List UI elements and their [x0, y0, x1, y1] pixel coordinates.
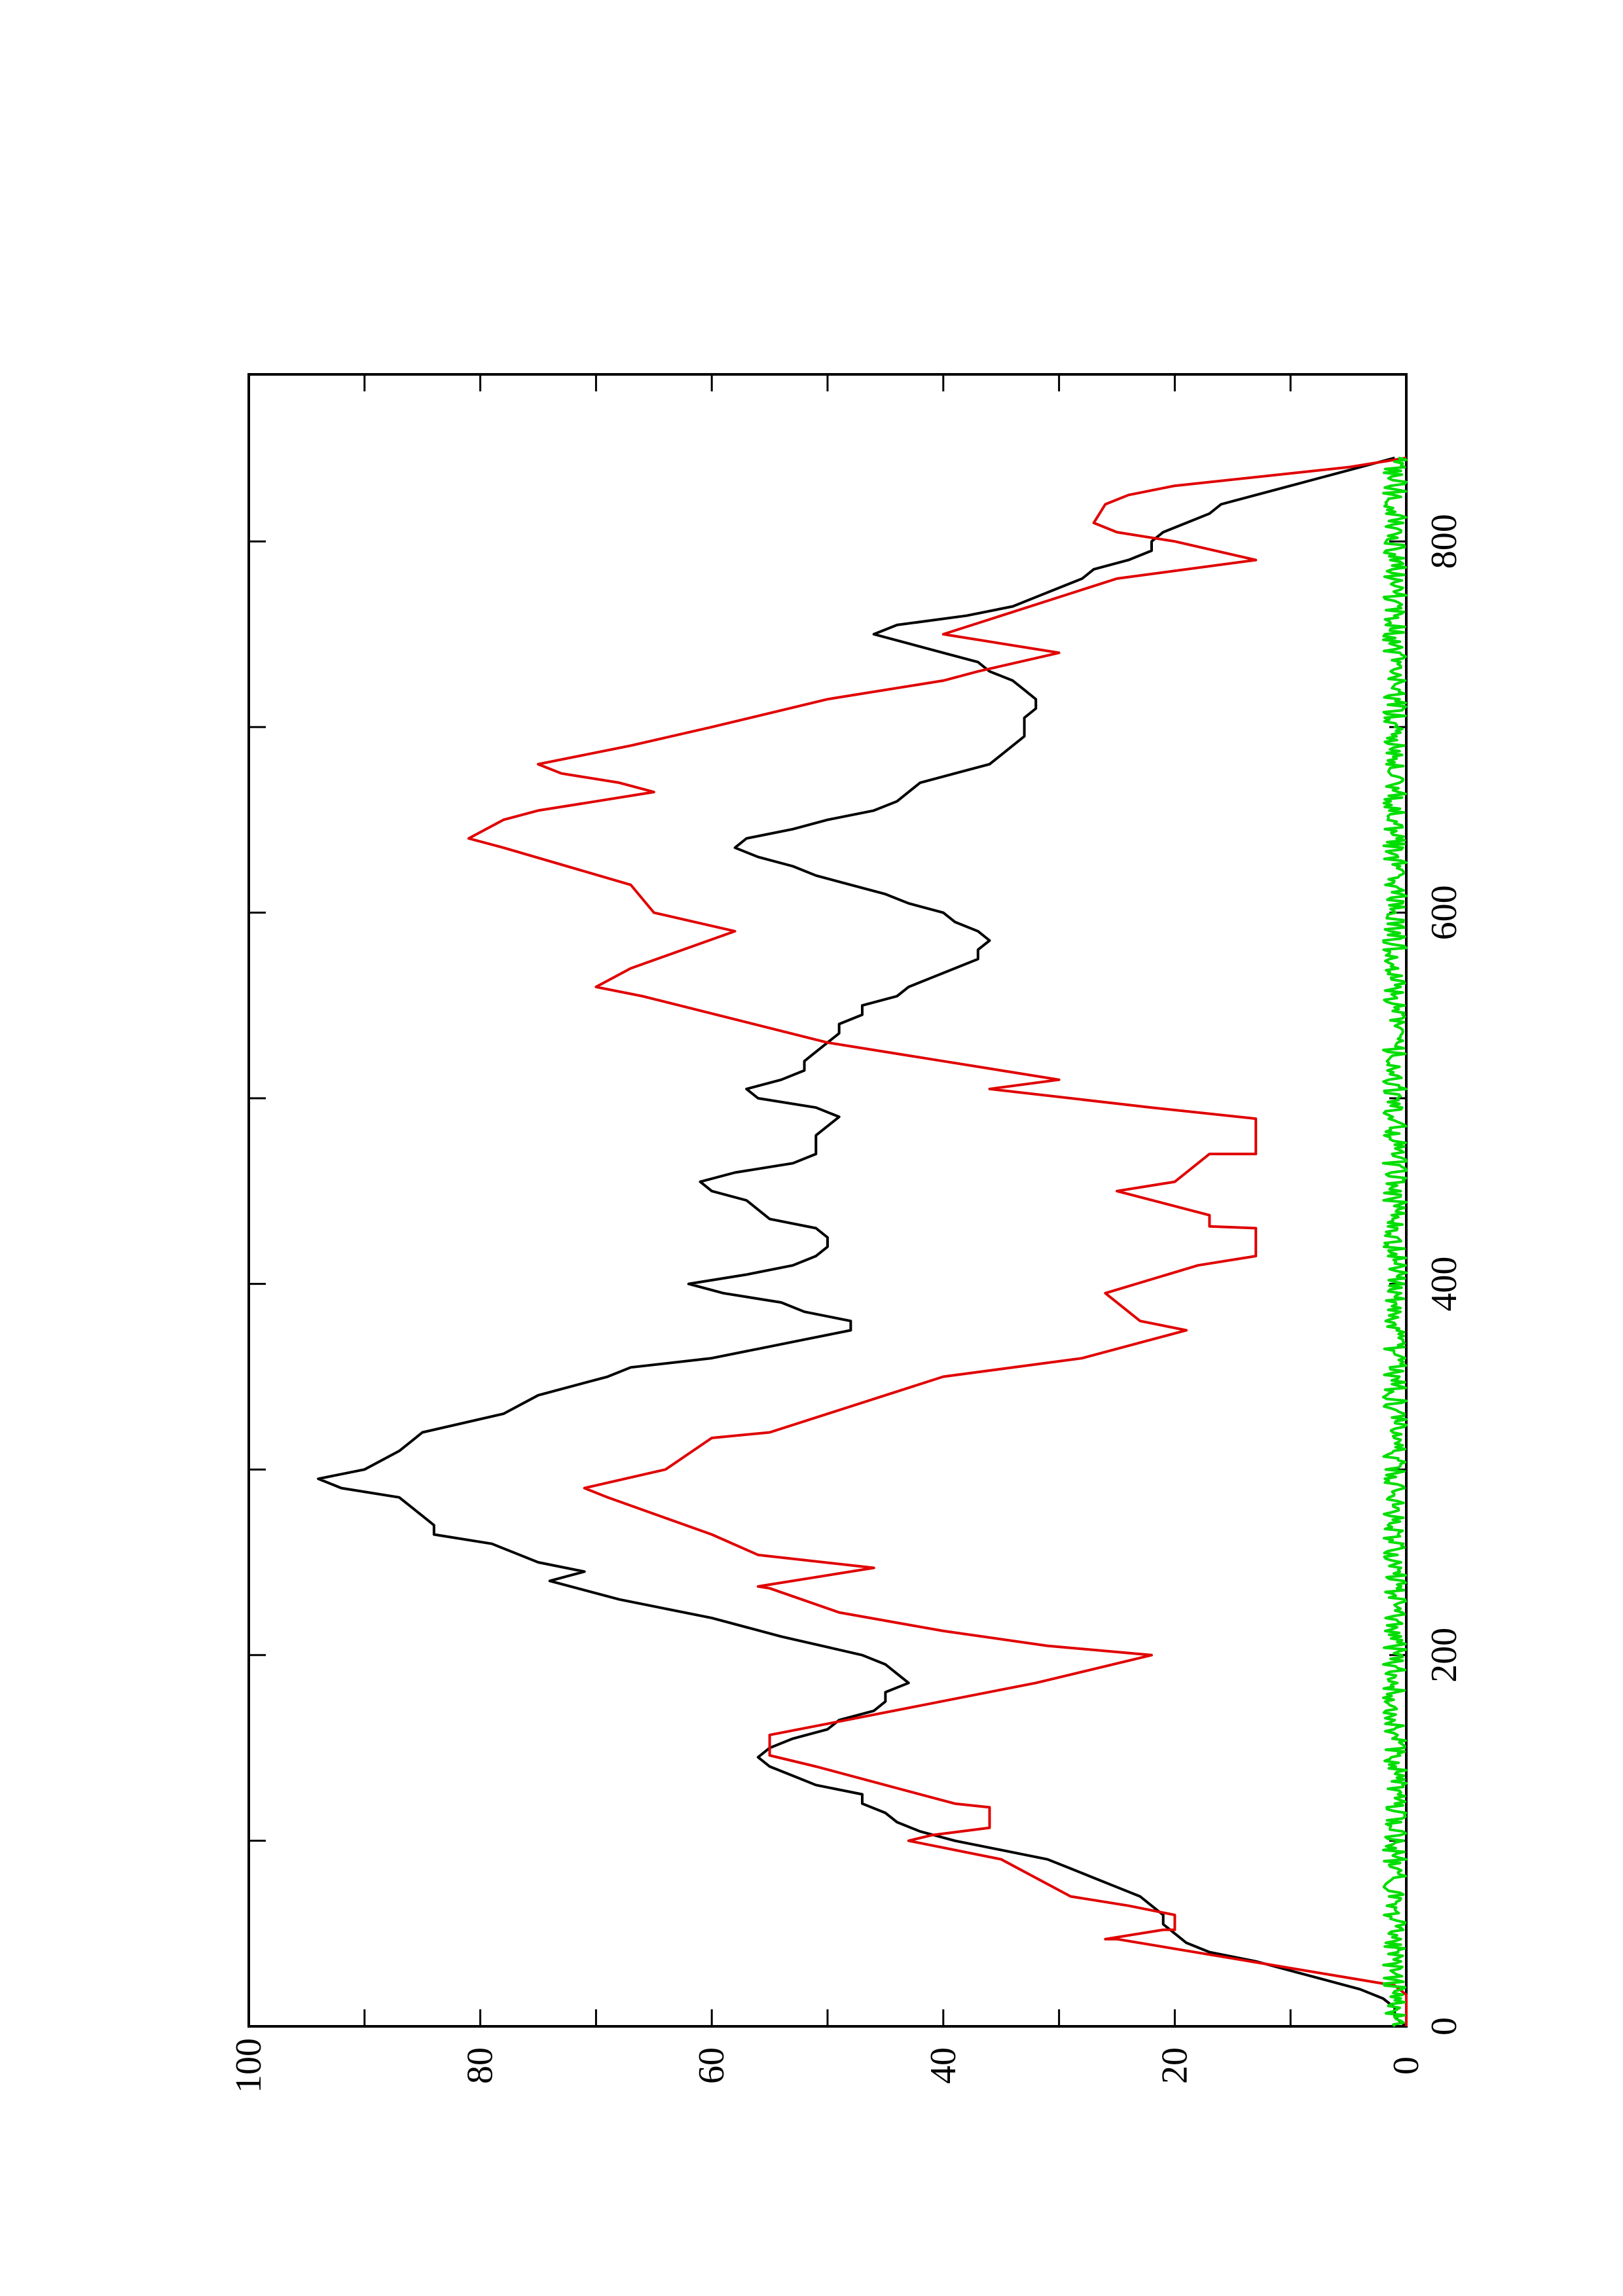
- y-tick-label: 40: [923, 2047, 964, 2084]
- series-line-3: [1381, 456, 1408, 2028]
- x-tick-label: 0: [1424, 2017, 1465, 2036]
- tick-labels: 0 200 400 600 800 0 20 40 60 80 100: [228, 514, 1465, 2093]
- y-tick-label: 0: [1386, 2056, 1427, 2075]
- x-tick-label: 600: [1424, 885, 1465, 940]
- y-tick-label: 60: [691, 2047, 732, 2084]
- plot-border: [247, 373, 1408, 2028]
- series-line-2: [467, 456, 1408, 2026]
- y-tick-label: 100: [228, 2038, 269, 2093]
- series-group: [317, 456, 1408, 2028]
- y-tick-label: 80: [460, 2047, 501, 2084]
- y-tick-label: 20: [1154, 2047, 1195, 2084]
- x-tick-label: 800: [1424, 514, 1465, 569]
- plot-frame: [247, 373, 1408, 2028]
- axis-ticks: [247, 374, 1408, 2028]
- series-line-1: [317, 456, 1408, 2028]
- x-tick-label: 400: [1424, 1257, 1465, 1312]
- x-tick-label: 200: [1424, 1628, 1465, 1683]
